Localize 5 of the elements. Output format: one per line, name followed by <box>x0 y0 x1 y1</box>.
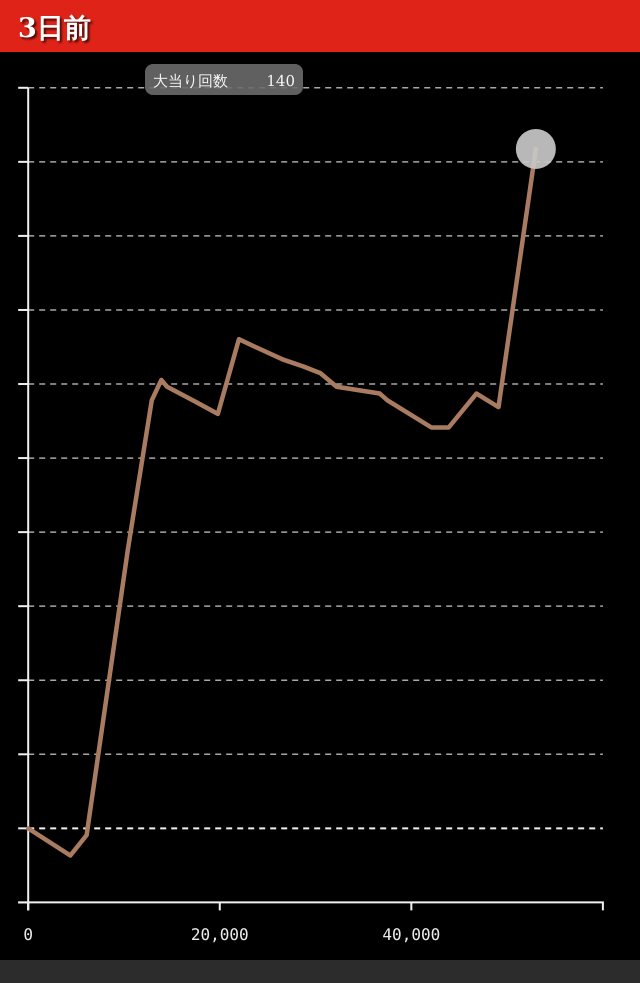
x-tick-label: 40,000 <box>382 925 440 944</box>
text: 大当り回数 140 <box>153 72 295 90</box>
chart-title: 3日前 <box>18 13 91 44</box>
x-tick-label: 0 <box>23 925 34 944</box>
x-tick-label: 20,000 <box>190 925 249 944</box>
